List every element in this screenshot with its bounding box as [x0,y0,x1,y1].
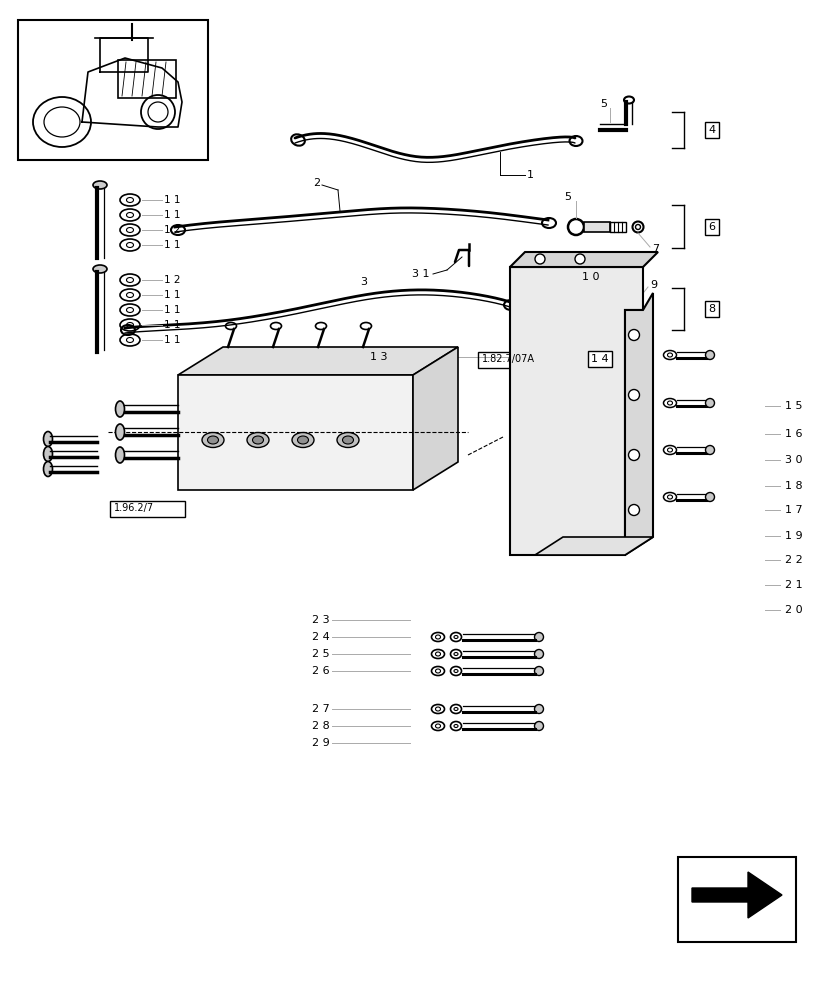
Text: 9: 9 [649,280,657,290]
Ellipse shape [208,436,218,444]
Text: 1 3: 1 3 [370,352,388,362]
Text: 2 3: 2 3 [312,615,330,625]
Text: 5: 5 [600,99,606,109]
Text: 3 1: 3 1 [412,269,429,279]
Ellipse shape [628,389,638,400]
Text: 1 1: 1 1 [164,305,180,315]
Ellipse shape [44,432,52,446]
Bar [583,222,609,232]
Ellipse shape [93,181,107,189]
Ellipse shape [115,401,124,417]
Text: 3: 3 [360,277,366,287]
Bar [110,501,184,517]
Bar [609,302,625,312]
Text: 2 1: 2 1 [784,580,801,590]
Ellipse shape [337,432,359,448]
Text: 1.82.7/07A: 1.82.7/07A [481,354,534,364]
Polygon shape [509,267,643,555]
Text: 2 9: 2 9 [312,738,330,748]
Polygon shape [691,872,781,918]
Ellipse shape [342,436,353,444]
Polygon shape [509,252,657,267]
Text: 2 2: 2 2 [784,555,802,565]
Ellipse shape [297,436,308,444]
Text: 1 1: 1 1 [164,335,180,345]
Ellipse shape [534,721,543,730]
Ellipse shape [115,424,124,440]
Text: 1 5: 1 5 [784,401,801,411]
Ellipse shape [574,254,585,264]
Text: 2 0: 2 0 [784,605,801,615]
Text: 2 7: 2 7 [312,704,330,714]
Ellipse shape [202,432,224,448]
Ellipse shape [705,398,714,408]
Ellipse shape [534,704,543,713]
Ellipse shape [44,462,52,477]
Text: 2 8: 2 8 [312,721,330,731]
Ellipse shape [534,650,543,658]
Text: 7: 7 [651,244,658,254]
Text: 1 1: 1 1 [164,195,180,205]
Ellipse shape [115,447,124,463]
Bar [477,352,569,368]
Bar [583,302,609,312]
Polygon shape [624,293,653,555]
Text: 3 0: 3 0 [784,455,801,465]
Text: 2 5: 2 5 [312,649,330,659]
Ellipse shape [705,446,714,454]
Text: 1 7: 1 7 [784,505,801,515]
Text: 1 6: 1 6 [784,429,801,439]
Text: 1 1: 1 1 [164,210,180,220]
Text: 1 2: 1 2 [164,225,180,235]
Polygon shape [534,537,653,555]
Ellipse shape [246,432,269,448]
Ellipse shape [628,450,638,460]
Text: 1 9: 1 9 [784,531,801,541]
Polygon shape [413,347,457,490]
Polygon shape [178,375,413,490]
Text: 2: 2 [313,178,319,188]
Text: 1 1: 1 1 [164,320,180,330]
Text: 1: 1 [526,170,533,180]
Text: 2 4: 2 4 [312,632,330,642]
Text: 1.96.2/7: 1.96.2/7 [114,503,154,513]
Ellipse shape [44,446,52,462]
Text: 4: 4 [708,125,715,135]
Ellipse shape [628,504,638,516]
Ellipse shape [252,436,263,444]
Text: 5: 5 [563,192,571,202]
Ellipse shape [292,432,313,448]
Ellipse shape [534,254,544,264]
Text: 1 1: 1 1 [164,240,180,250]
Text: 1 1: 1 1 [164,290,180,300]
Text: 6: 6 [708,222,715,232]
Bar [609,222,625,232]
Polygon shape [178,347,457,375]
Ellipse shape [534,666,543,676]
Ellipse shape [705,351,714,360]
Ellipse shape [93,265,107,273]
Text: 1 4: 1 4 [590,354,608,364]
Bar [677,857,795,942]
Text: 8: 8 [708,304,715,314]
Ellipse shape [628,330,638,340]
Text: 1 8: 1 8 [784,481,801,491]
Text: 1 0: 1 0 [581,272,599,282]
Text: 1 2: 1 2 [164,275,180,285]
Ellipse shape [534,632,543,642]
Text: 2 6: 2 6 [312,666,330,676]
Bar [118,60,176,98]
Bar [18,20,208,160]
Ellipse shape [705,492,714,502]
